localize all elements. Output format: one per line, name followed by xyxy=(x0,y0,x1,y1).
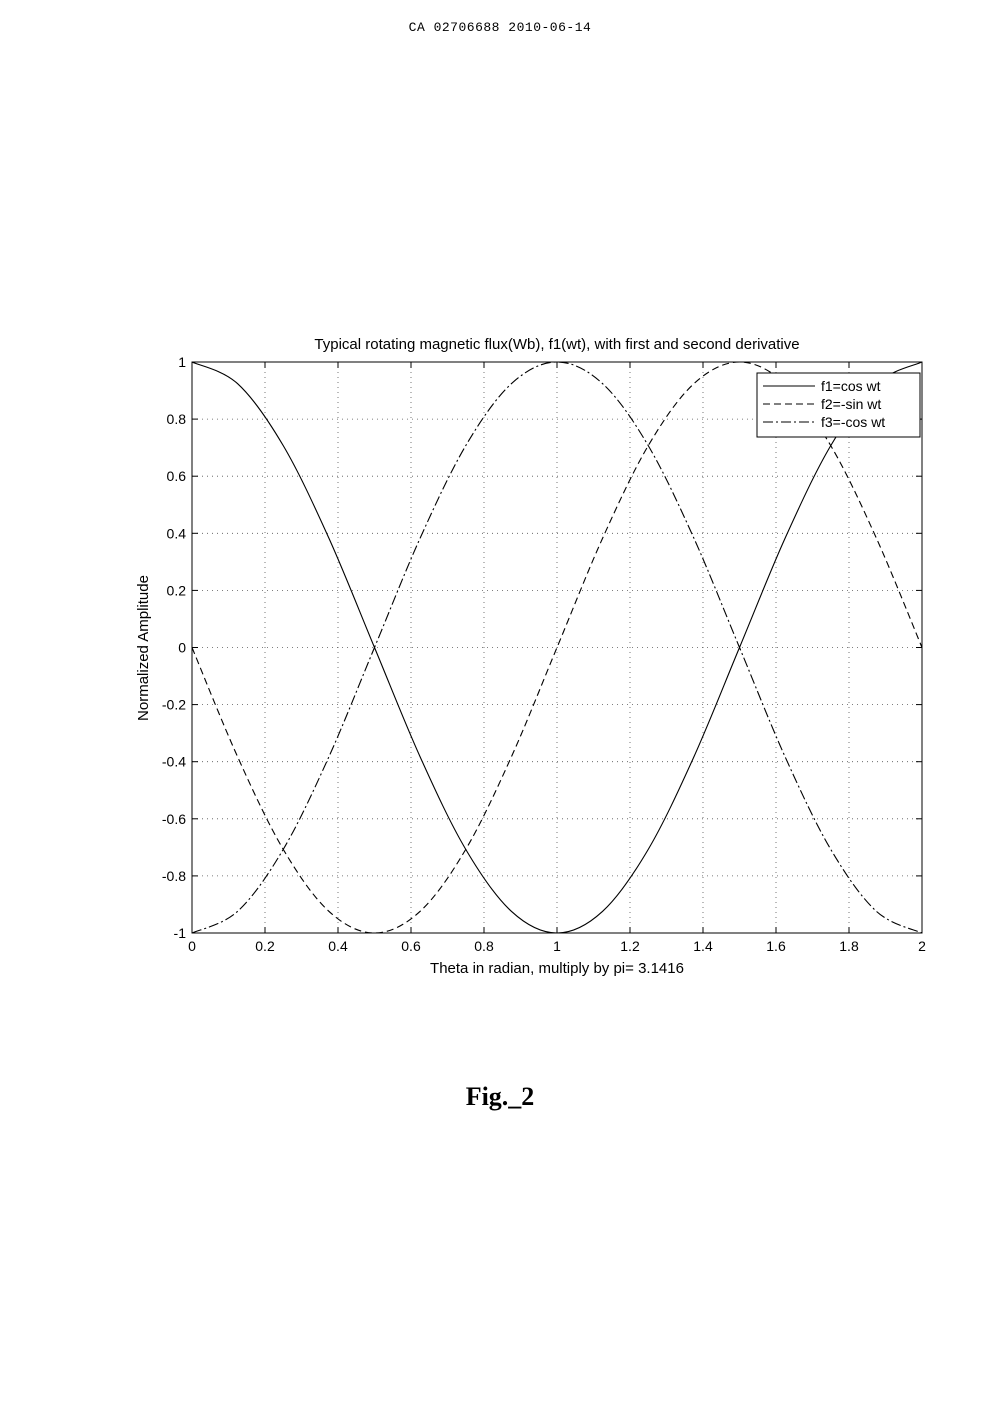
x-tick-label: 0 xyxy=(188,938,196,954)
x-tick-label: 0.8 xyxy=(474,938,494,954)
y-tick-label: 0 xyxy=(178,640,186,656)
x-tick-label: 0.4 xyxy=(328,938,348,954)
y-tick-label: 0.2 xyxy=(167,582,187,598)
y-tick-label: 0.6 xyxy=(167,468,187,484)
axis-ticks: 0 0.2 0.4 0.6 0.8 1 1.2 1.4 1.6 1.8 2 -1 -0.8 -0.6 -0.… xyxy=(162,354,926,954)
x-tick-label: 2 xyxy=(918,938,926,954)
legend-label-1: f1=cos wt xyxy=(821,378,881,394)
x-tick-label: 1.8 xyxy=(839,938,859,954)
grid-lines xyxy=(192,362,922,933)
y-tick-label: -0.6 xyxy=(162,811,186,827)
x-tick-label: 1.6 xyxy=(766,938,786,954)
x-tick-label: 1.2 xyxy=(620,938,640,954)
y-tick-label: -1 xyxy=(174,925,187,941)
legend-label-3: f3=-cos wt xyxy=(821,414,885,430)
y-tick-label: -0.2 xyxy=(162,697,186,713)
figure-caption: Fig._2 xyxy=(465,1082,535,1111)
y-tick-label: -0.8 xyxy=(162,868,186,884)
x-tick-label: 1.4 xyxy=(693,938,713,954)
y-tick-label: 0.4 xyxy=(167,525,187,541)
legend-label-2: f2=-sin wt xyxy=(821,396,881,412)
x-axis-label: Theta in radian, multiply by pi= 3.1416 xyxy=(430,960,684,977)
y-tick-label: 0.8 xyxy=(167,411,187,427)
chart-title: Typical rotating magnetic flux(Wb), f1(w… xyxy=(314,336,799,353)
x-tick-label: 0.6 xyxy=(401,938,421,954)
legend: f1=cos wt f2=-sin wt f3=-cos wt xyxy=(756,372,921,438)
y-tick-label: 1 xyxy=(178,354,186,370)
legend-box xyxy=(756,372,921,438)
line-chart: Typical rotating magnetic flux(Wb), f1(w… xyxy=(135,336,926,977)
y-axis-label: Normalized Amplitude xyxy=(135,575,152,721)
x-tick-label: 0.2 xyxy=(255,938,275,954)
y-tick-label: -0.4 xyxy=(162,754,186,770)
document-header: CA 02706688 2010-06-14 xyxy=(408,20,592,35)
x-tick-label: 1 xyxy=(553,938,561,954)
series-line-1 xyxy=(191,361,923,934)
